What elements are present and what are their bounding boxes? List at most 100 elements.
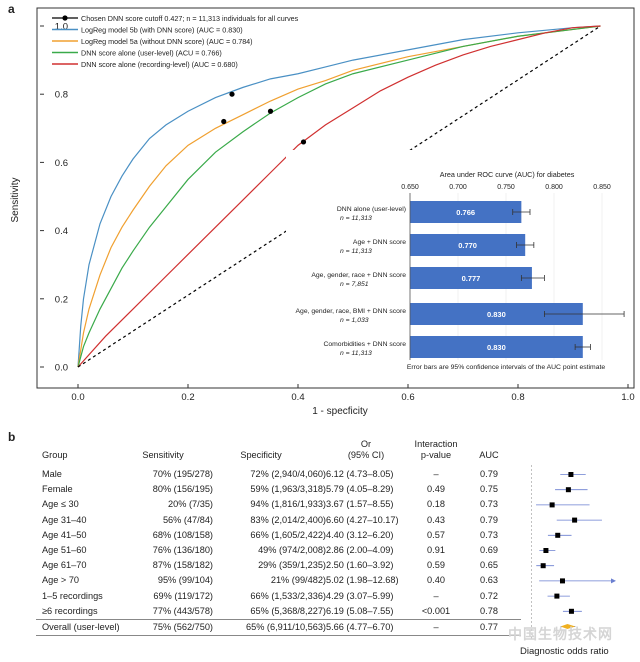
forest-point-marker <box>555 532 561 538</box>
header-group: Group <box>42 450 68 460</box>
table-cell-sens: 87% (158/182) <box>152 560 213 571</box>
cutoff-point-marker <box>221 118 227 125</box>
auc-bar-0 <box>410 201 522 223</box>
forest-axis-label: Diagnostic odds ratio <box>520 646 609 657</box>
y-tick-label: 0.8 <box>55 90 68 101</box>
table-cell-or: 5.02 (1.98–12.68) <box>326 575 399 586</box>
auc-category-label-4: Comorbidities + DNN score <box>323 341 406 348</box>
legend-label-4: DNN score alone (recording-level) (AUC =… <box>81 60 238 69</box>
roc-curve-0 <box>77 25 601 368</box>
auc-n-label-2: n = 7,851 <box>340 281 369 288</box>
table-cell-group: Overall (user-level) <box>42 622 120 632</box>
forest-point-marker <box>554 593 560 599</box>
table-row: Age ≤ 30 20% (7/35) 94% (1,816/1,933) 3.67 … <box>36 497 521 512</box>
table-row: Age > 70 95% (99/104) 21% (99/482) 5.02 (1.… <box>36 573 521 588</box>
watermark-text: 中国生物技术网 <box>508 626 613 642</box>
header-or-line: Or <box>360 439 372 449</box>
table-cell-group: ≥6 recordings <box>42 605 98 616</box>
roc-curve-2 <box>77 25 601 368</box>
x-tick-label: 0.4 <box>291 392 304 403</box>
table-row: 1–5 recordings 69% (119/172) 66% (1,533/2,… <box>36 589 521 604</box>
table-cell-auc: 0.79 <box>480 514 498 525</box>
inset-footnote: Error bars are 95% confidence intervals … <box>407 364 606 371</box>
legend-label-2: LogReg model 5a (without DNN score) (AUC… <box>81 37 253 46</box>
table-cell-p: 0.91 <box>427 545 445 555</box>
x-tick-label: 0.8 <box>511 392 524 403</box>
cutoff-point-marker <box>229 91 235 97</box>
table-row: Age 41–50 68% (108/158) 66% (1,605/2,422) 4… <box>36 528 521 543</box>
legend-label-3: DNN score alone (user-level) (ACU = 0.76… <box>81 49 222 58</box>
table-cell-p: – <box>433 622 439 632</box>
table-row: Age 31–40 56% (47/84) 83% (2,014/2,400) 6.6… <box>36 513 521 528</box>
table-cell-or: 5.79 (4.05–8.29) <box>326 484 394 495</box>
forest-point-marker <box>568 608 574 614</box>
legend-label-0: Chosen DNN score cutoff 0.427; n = 11,31… <box>81 14 299 23</box>
table-cell-spec: 65% (6,911/10,563) <box>245 622 326 632</box>
cutoff-point-marker <box>267 108 274 114</box>
forest-overall-diamond <box>560 624 576 629</box>
forest-ci-arrow <box>611 578 616 584</box>
y-tick-label: 1.0 <box>55 22 68 33</box>
table-cell-auc: 0.72 <box>480 590 498 601</box>
roc-curve-1 <box>77 25 601 368</box>
auc-value-label-2: 0.777 <box>462 274 481 283</box>
y-tick-label: 0.6 <box>55 158 68 169</box>
y-axis-label: Sensitivity <box>10 177 21 222</box>
auc-n-label-3: n = 1,033 <box>340 317 369 324</box>
auc-value-label-1: 0.770 <box>458 241 477 250</box>
table-cell-auc: 0.69 <box>480 545 498 555</box>
legend-dot-cutoff <box>62 15 68 21</box>
x-tick-label: 0.6 <box>401 392 414 403</box>
inset-title: Area under ROC curve (AUC) for diabetes <box>440 170 575 179</box>
header-interaction-line: Interaction <box>414 439 458 449</box>
cutoff-point-marker <box>300 139 307 145</box>
auc-category-label-2: Age, gender, race + DNN score <box>311 272 406 279</box>
header-auc: AUC <box>479 450 499 460</box>
inset-tick-label: 0.700 <box>449 184 467 191</box>
legend-label-1: LogReg model 5b (with DNN score) (AUC = … <box>81 26 243 35</box>
table-cell-sens: 20% (7/35) <box>168 499 213 510</box>
table-cell-or: 5.66 (4.77–6.70) <box>326 622 394 632</box>
table-row: Age 61–70 87% (158/182) 29% (359/1,235) 2.5… <box>36 558 521 573</box>
table-cell-group: Age 61–70 <box>42 560 87 571</box>
table-cell-sens: 77% (443/578) <box>152 605 213 616</box>
table-cell-spec: 72% (2,940/4,060) <box>250 469 326 479</box>
table-cell-or: 6.19 (5.08–7.55) <box>326 605 394 616</box>
roc-plot-frame <box>36 7 635 389</box>
table-cell-group: Age > 70 <box>42 575 80 586</box>
table-cell-group: Age 41–50 <box>42 529 87 540</box>
auc-n-label-1: n = 11,313 <box>340 248 372 255</box>
auc-n-label-4: n = 11,313 <box>340 350 372 357</box>
table-cell-group: Female <box>42 484 73 495</box>
table-cell-or: 6.60 (4.27–10.17) <box>326 514 399 525</box>
table-cell-spec: 59% (1,963/3,318) <box>250 484 326 495</box>
y-tick-label: 0.4 <box>55 226 68 237</box>
auc-bar-3 <box>410 303 583 325</box>
auc-value-label-4: 0.830 <box>487 343 506 352</box>
table-cell-p: – <box>433 590 439 601</box>
table-cell-sens: 80% (156/195) <box>152 484 213 495</box>
table-cell-sens: 75% (562/750) <box>152 622 213 632</box>
x-tick-label: 0.0 <box>71 392 84 403</box>
header-sensitivity: Sensitivity <box>142 450 184 460</box>
table-cell-p: 0.40 <box>427 575 445 586</box>
forest-point-marker <box>549 502 555 508</box>
table-cell-or: 3.67 (1.57–8.55) <box>326 499 394 510</box>
header-specificity: Specificity <box>240 450 282 460</box>
table-cell-group: Age 51–60 <box>42 545 87 555</box>
table-cell-sens: 70% (195/278) <box>152 469 213 479</box>
table-cell-p: <0.001 <box>421 605 451 616</box>
table-cell-sens: 69% (119/172) <box>153 590 213 601</box>
forest-point-marker <box>572 517 578 523</box>
table-cell-group: Male <box>42 469 62 479</box>
auc-bar-2 <box>410 267 532 289</box>
table-row: ≥6 recordings 77% (443/578) 65% (5,368/8,2… <box>36 604 521 619</box>
forest-point-marker <box>568 472 574 477</box>
auc-bar-4 <box>410 336 583 358</box>
inset-tick-label: 0.800 <box>545 184 563 191</box>
table-cell-auc: 0.75 <box>480 484 498 495</box>
auc-value-label-3: 0.830 <box>487 310 506 319</box>
inset-tick-label: 0.850 <box>593 184 611 191</box>
header-or-line: (95% CI) <box>347 450 385 460</box>
